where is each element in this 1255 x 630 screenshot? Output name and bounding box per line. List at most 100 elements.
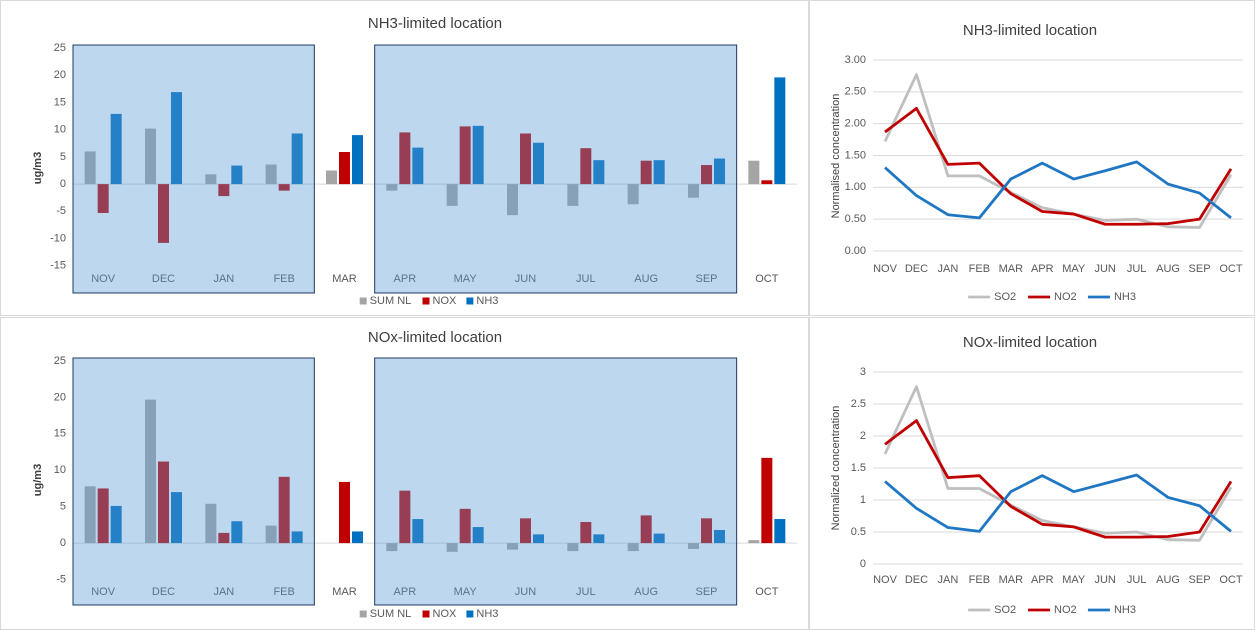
- bar: [507, 543, 518, 550]
- x-tick-label: NOV: [91, 586, 116, 598]
- bar: [714, 158, 725, 185]
- legend-label: SO2: [994, 604, 1016, 616]
- x-tick-label: SEP: [695, 586, 717, 598]
- y-tick-label: 3.00: [845, 54, 866, 66]
- bar: [205, 174, 217, 185]
- x-tick-label: JAN: [213, 586, 234, 598]
- legend-swatch: [359, 297, 367, 305]
- bar: [446, 543, 458, 552]
- x-tick-label: NOV: [873, 263, 898, 275]
- line: [884, 160, 1232, 220]
- x-tick-label: JUL: [576, 273, 596, 285]
- bar: [701, 518, 712, 544]
- y-tick-label: 0: [860, 558, 866, 570]
- x-tick-label: FEB: [273, 273, 294, 285]
- x-tick-label: APR: [394, 273, 417, 285]
- bar: [593, 534, 605, 544]
- x-tick-label: NOV: [873, 574, 898, 586]
- y-tick-label: 1.5: [851, 462, 866, 474]
- x-tick-label: JAN: [938, 574, 959, 586]
- y-tick-label: 10: [54, 464, 66, 476]
- bar: [761, 457, 773, 544]
- x-tick-label: JUN: [1094, 263, 1115, 275]
- x-tick-label: FEB: [273, 586, 294, 598]
- y-tick-label: 25: [54, 355, 66, 367]
- legend-swatch: [422, 297, 430, 305]
- bar: [97, 488, 109, 544]
- legend-swatch: [422, 610, 430, 618]
- bar: [205, 503, 217, 544]
- y-tick-label: 20: [54, 69, 66, 81]
- x-tick-label: SEP: [695, 273, 717, 285]
- bar: [84, 151, 96, 185]
- bar: [158, 184, 169, 243]
- y-tick-label: 2.5: [851, 398, 866, 410]
- bar: [446, 184, 458, 206]
- chart-title: NH3-limited location: [368, 15, 502, 32]
- legend-label: NH3: [476, 295, 498, 307]
- bar: [774, 519, 786, 544]
- bar: [580, 148, 592, 185]
- bar: [774, 77, 786, 185]
- x-tick-label: AUG: [634, 586, 658, 598]
- y-tick-label: 1.50: [845, 149, 866, 161]
- bar: [352, 135, 363, 185]
- y-tick-label: 5: [60, 501, 66, 513]
- bar: [688, 184, 699, 198]
- x-tick-label: MAR: [332, 273, 357, 285]
- x-tick-label: JUL: [1127, 574, 1147, 586]
- bar: [701, 165, 712, 185]
- bar: [145, 399, 156, 544]
- y-tick-label: 25: [54, 42, 66, 54]
- x-tick-label: MAR: [332, 586, 357, 598]
- x-tick-label: OCT: [1219, 263, 1243, 275]
- y-axis-title: ug/m3: [32, 152, 44, 184]
- y-tick-label: 15: [54, 428, 66, 440]
- bar: [278, 184, 290, 191]
- y-tick-label: -5: [56, 573, 66, 585]
- x-tick-label: MAY: [1062, 263, 1086, 275]
- bar: [533, 534, 544, 544]
- bar: [386, 184, 398, 191]
- bar: [472, 125, 484, 185]
- x-tick-label: JUL: [1127, 263, 1147, 275]
- legend-swatch: [466, 297, 474, 305]
- x-tick-label: MAY: [1062, 574, 1086, 586]
- legend-swatch: [359, 610, 367, 618]
- line: [883, 73, 1233, 229]
- y-tick-label: -10: [50, 232, 66, 244]
- y-tick-label: 15: [54, 96, 66, 108]
- x-tick-label: SEP: [1189, 263, 1211, 275]
- y-axis-title: ug/m3: [32, 464, 44, 496]
- x-tick-label: DEC: [152, 586, 175, 598]
- bar: [640, 515, 652, 544]
- line: [884, 106, 1233, 226]
- y-tick-label: 2.00: [845, 118, 866, 130]
- bar: [399, 132, 411, 185]
- y-tick-label: 2.50: [845, 86, 866, 98]
- x-tick-label: APR: [1031, 574, 1054, 586]
- shaded-period: [72, 44, 315, 294]
- y-tick-label: 10: [54, 124, 66, 136]
- x-tick-label: FEB: [969, 574, 990, 586]
- bar: [278, 476, 290, 544]
- x-tick-label: AUG: [634, 273, 658, 285]
- y-tick-label: -5: [56, 205, 66, 217]
- y-tick-label: 3: [860, 366, 866, 378]
- bar: [231, 521, 243, 544]
- bar: [459, 508, 471, 544]
- bar: [339, 151, 350, 185]
- bar: [761, 180, 773, 185]
- legend-label: NO2: [1054, 604, 1077, 616]
- x-tick-label: NOV: [91, 273, 116, 285]
- bar: [291, 531, 303, 544]
- y-tick-label: 2: [860, 430, 866, 442]
- bar: [412, 519, 424, 544]
- y-axis-title: Normalised concentration: [830, 94, 842, 219]
- bar: [145, 128, 156, 185]
- bar: [231, 165, 243, 185]
- legend-label: SUM NL: [370, 295, 412, 307]
- y-tick-label: 1: [860, 494, 866, 506]
- bar: [110, 113, 122, 185]
